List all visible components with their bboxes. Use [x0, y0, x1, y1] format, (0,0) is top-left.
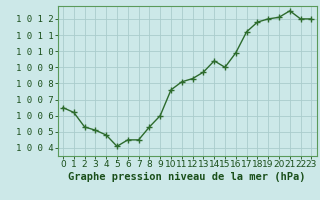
X-axis label: Graphe pression niveau de la mer (hPa): Graphe pression niveau de la mer (hPa): [68, 172, 306, 182]
